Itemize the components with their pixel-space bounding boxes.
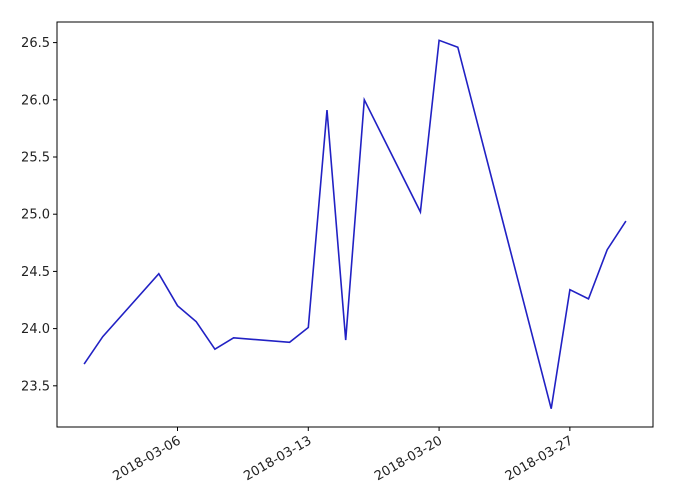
y-tick-label: 24.0 (21, 322, 50, 337)
y-tick-label: 24.5 (21, 265, 50, 280)
y-tick-label: 25.5 (21, 151, 50, 166)
y-tick-label: 26.5 (21, 36, 50, 51)
x-tick-label: 2018-03-06 (111, 433, 184, 484)
x-tick-label: 2018-03-20 (372, 433, 445, 484)
y-tick-label: 25.0 (21, 208, 50, 223)
line-series (83, 39, 627, 409)
y-tick-label: 26.0 (21, 93, 50, 108)
y-tick-label: 23.5 (21, 379, 50, 394)
x-tick-label: 2018-03-27 (503, 433, 576, 484)
x-tick-label: 2018-03-13 (241, 433, 314, 484)
plot-frame (56, 21, 654, 428)
